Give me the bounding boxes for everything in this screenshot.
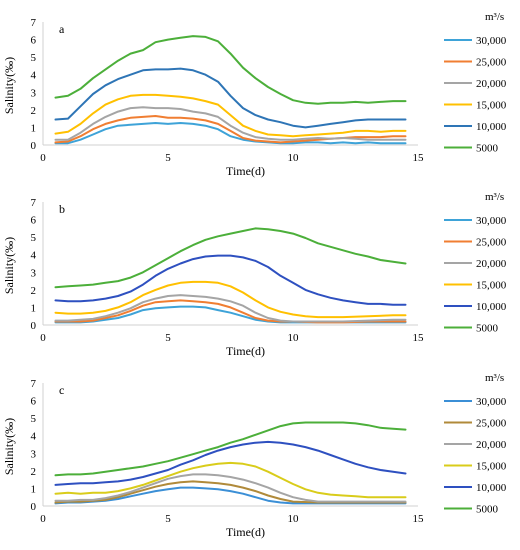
panel-letter: b: [59, 202, 65, 216]
legend-label: 5000: [476, 143, 499, 155]
y-tick-label: 2: [31, 105, 37, 117]
x-tick-label: 5: [165, 332, 171, 344]
legend-title: m³/s: [485, 372, 504, 384]
y-tick-label: 6: [31, 35, 37, 47]
legend-label: 15,000: [476, 461, 507, 473]
series-line-20000: [54, 473, 407, 503]
panel-letter: c: [59, 383, 64, 397]
x-tick-label: 0: [40, 332, 46, 344]
series-line-5000: [54, 227, 407, 289]
legend-label: 10,000: [476, 121, 507, 133]
x-tick-label: 15: [413, 152, 425, 164]
x-tick-label: 5: [165, 152, 171, 164]
x-tick-label: 10: [288, 332, 300, 344]
y-tick-label: 1: [31, 302, 37, 314]
x-axis-title: Time(d): [226, 344, 265, 358]
x-tick-label: 10: [288, 152, 300, 164]
series-line-15000: [54, 280, 407, 319]
x-tick-label: 10: [288, 513, 300, 525]
legend-label: 25,000: [476, 57, 507, 69]
series-line-20000: [54, 294, 407, 323]
y-tick-label: 0: [31, 501, 37, 513]
y-tick-label: 6: [31, 215, 37, 227]
y-tick-label: 2: [31, 285, 37, 297]
y-tick-label: 0: [31, 320, 37, 332]
y-tick-label: 5: [31, 413, 37, 425]
legend-label: 25,000: [476, 418, 507, 430]
chart-panel-b: 0 1 2 3 4 5 6 7 0 5 10 15 Time(d) Salinity(‰) b m³/s 30,…: [2, 191, 507, 358]
series-line-15000: [54, 461, 407, 499]
y-tick-label: 3: [31, 448, 37, 460]
x-tick-label: 15: [413, 513, 425, 525]
y-tick-label: 4: [31, 250, 37, 262]
y-tick-label: 1: [31, 483, 37, 495]
y-tick-label: 7: [31, 378, 37, 390]
series-line-30000: [54, 122, 407, 145]
x-tick-label: 5: [165, 513, 171, 525]
y-tick-label: 7: [31, 17, 37, 29]
y-axis-title: Salinity(‰): [2, 237, 16, 294]
series-line-10000: [54, 440, 407, 486]
y-tick-label: 3: [31, 267, 37, 279]
series-line-10000: [54, 254, 407, 306]
y-tick-label: 7: [31, 197, 37, 209]
x-tick-label: 0: [40, 152, 46, 164]
legend-label: 10,000: [476, 482, 507, 494]
legend-label: 15,000: [476, 100, 507, 112]
legend-label: 20,000: [476, 78, 507, 90]
series-line-5000: [54, 35, 407, 105]
legend-label: 10,000: [476, 301, 507, 313]
y-tick-label: 5: [31, 52, 37, 64]
x-tick-label: 15: [413, 332, 425, 344]
series-line-20000: [54, 106, 407, 141]
y-tick-label: 5: [31, 232, 37, 244]
series-line-5000: [54, 421, 407, 477]
chart-panel-c: 0 1 2 3 4 5 6 7 0 5 10 15 Time(d) Salinity(‰) c m³/s 30,…: [2, 372, 507, 539]
y-tick-label: 3: [31, 87, 37, 99]
y-tick-label: 4: [31, 70, 37, 82]
y-tick-label: 4: [31, 431, 37, 443]
y-tick-label: 1: [31, 122, 37, 134]
legend-label: 20,000: [476, 439, 507, 451]
legend-title: m³/s: [485, 191, 504, 203]
series-line-15000: [54, 93, 407, 138]
chart-panel-a: 0 1 2 3 4 5 6 7 0 5 10 15 Time(d) Salinity(‰) a m³/s 30,…: [2, 11, 507, 178]
y-tick-label: 0: [31, 140, 37, 152]
x-tick-label: 0: [40, 513, 46, 525]
legend-label: 30,000: [476, 35, 507, 47]
series-line-10000: [54, 67, 407, 129]
legend-label: 30,000: [476, 396, 507, 408]
y-tick-label: 6: [31, 396, 37, 408]
x-axis-title: Time(d): [226, 164, 265, 178]
panel-letter: a: [59, 22, 65, 36]
legend-label: 20,000: [476, 258, 507, 270]
y-tick-label: 2: [31, 466, 37, 478]
legend-label: 25,000: [476, 237, 507, 249]
legend-label: 5000: [476, 504, 499, 516]
y-axis-title: Salinity(‰): [2, 418, 16, 475]
y-axis-title: Salinity(‰): [2, 57, 16, 114]
legend-label: 30,000: [476, 215, 507, 227]
x-axis-title: Time(d): [226, 525, 265, 539]
legend-label: 15,000: [476, 280, 507, 292]
legend-label: 5000: [476, 323, 499, 335]
legend-title: m³/s: [485, 11, 504, 23]
